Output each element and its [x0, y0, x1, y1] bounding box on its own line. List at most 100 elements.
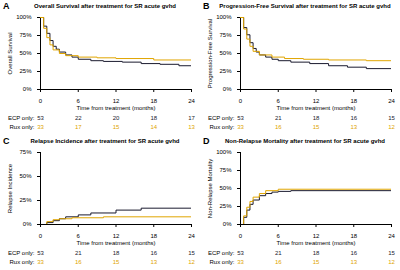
svg-text:50%: 50% — [19, 173, 32, 179]
svg-text:18: 18 — [350, 233, 357, 239]
svg-text:15: 15 — [113, 259, 120, 265]
svg-text:16: 16 — [75, 259, 82, 265]
svg-text:20: 20 — [113, 115, 120, 121]
svg-text:25%: 25% — [19, 197, 32, 203]
svg-text:ECP only:: ECP only: — [8, 250, 35, 256]
svg-text:53: 53 — [37, 115, 44, 121]
svg-text:50%: 50% — [219, 185, 232, 191]
svg-text:ECP only:: ECP only: — [8, 115, 35, 121]
svg-text:6: 6 — [277, 98, 281, 104]
svg-text:25%: 25% — [219, 68, 232, 74]
svg-text:Time from treatment (months): Time from treatment (months) — [276, 240, 355, 246]
svg-text:Progression-Free Survival: Progression-Free Survival — [207, 19, 213, 88]
svg-text:Rux only:: Rux only: — [209, 124, 234, 130]
svg-text:100%: 100% — [16, 14, 32, 20]
svg-text:15: 15 — [113, 124, 120, 130]
svg-text:15: 15 — [188, 250, 195, 256]
svg-text:25%: 25% — [19, 68, 32, 74]
svg-text:12: 12 — [388, 124, 395, 130]
svg-text:15: 15 — [313, 259, 320, 265]
svg-text:6: 6 — [277, 233, 281, 239]
svg-text:33: 33 — [237, 124, 244, 130]
svg-text:24: 24 — [188, 98, 195, 104]
svg-text:0%: 0% — [223, 86, 232, 92]
svg-text:0: 0 — [239, 233, 243, 239]
svg-text:33: 33 — [37, 124, 44, 130]
html-text:B: B — [203, 1, 210, 11]
svg-text:33: 33 — [237, 259, 244, 265]
svg-text:25%: 25% — [219, 203, 232, 209]
svg-text:16: 16 — [350, 250, 357, 256]
svg-text:Overall Survival: Overall Survival — [7, 32, 13, 74]
svg-text:ECP only:: ECP only: — [208, 115, 235, 121]
svg-text:100%: 100% — [216, 149, 232, 155]
svg-text:75%: 75% — [219, 32, 232, 38]
svg-text:12: 12 — [388, 259, 395, 265]
svg-text:15: 15 — [388, 250, 395, 256]
svg-text:18: 18 — [150, 233, 157, 239]
svg-text:12: 12 — [113, 233, 120, 239]
svg-text:13: 13 — [188, 124, 195, 130]
svg-text:12: 12 — [313, 98, 320, 104]
svg-text:75%: 75% — [19, 149, 32, 155]
svg-text:12: 12 — [188, 259, 195, 265]
svg-text:0%: 0% — [223, 221, 232, 227]
svg-text:18: 18 — [113, 250, 120, 256]
svg-text:100%: 100% — [216, 14, 232, 20]
svg-text:21: 21 — [275, 250, 282, 256]
svg-text:50%: 50% — [19, 50, 32, 56]
html-text:Overall Survival after treatme: Overall Survival after treatment for SR … — [34, 3, 176, 9]
html-text:A: A — [3, 1, 10, 11]
svg-text:14: 14 — [150, 124, 157, 130]
svg-text:18: 18 — [150, 98, 157, 104]
svg-text:33: 33 — [37, 259, 44, 265]
svg-text:50%: 50% — [219, 50, 232, 56]
svg-text:Relapse Incidence: Relapse Incidence — [7, 163, 13, 213]
svg-text:Rux only:: Rux only: — [9, 124, 34, 130]
svg-text:22: 22 — [75, 115, 82, 121]
svg-text:Time from treatment (months): Time from treatment (months) — [76, 105, 155, 111]
svg-text:75%: 75% — [19, 32, 32, 38]
svg-text:16: 16 — [275, 124, 282, 130]
svg-text:17: 17 — [75, 124, 82, 130]
svg-text:0%: 0% — [23, 86, 32, 92]
svg-text:24: 24 — [188, 233, 195, 239]
svg-text:18: 18 — [313, 250, 320, 256]
svg-text:15: 15 — [313, 124, 320, 130]
svg-text:6: 6 — [77, 233, 81, 239]
svg-text:Non-Relapse Mortality: Non-Relapse Mortality — [207, 159, 213, 218]
svg-text:0: 0 — [239, 98, 243, 104]
svg-text:0: 0 — [39, 233, 43, 239]
svg-text:Time from treatment (months): Time from treatment (months) — [76, 240, 155, 246]
svg-text:18: 18 — [150, 115, 157, 121]
svg-text:53: 53 — [37, 250, 44, 256]
svg-text:Time from treatment (months): Time from treatment (months) — [276, 105, 355, 111]
svg-text:16: 16 — [150, 250, 157, 256]
html-text:D: D — [203, 136, 210, 146]
svg-text:15: 15 — [388, 115, 395, 121]
svg-text:12: 12 — [313, 233, 320, 239]
svg-text:0%: 0% — [23, 221, 32, 227]
svg-text:13: 13 — [150, 259, 157, 265]
svg-text:16: 16 — [275, 259, 282, 265]
svg-text:75%: 75% — [219, 167, 232, 173]
svg-text:17: 17 — [188, 115, 195, 121]
svg-text:0: 0 — [39, 98, 43, 104]
svg-text:ECP only:: ECP only: — [208, 250, 235, 256]
svg-text:24: 24 — [388, 98, 395, 104]
svg-text:13: 13 — [350, 124, 357, 130]
html-text:C: C — [3, 136, 10, 146]
svg-text:18: 18 — [350, 98, 357, 104]
svg-text:21: 21 — [275, 115, 282, 121]
svg-text:12: 12 — [113, 98, 120, 104]
svg-text:53: 53 — [237, 250, 244, 256]
svg-text:21: 21 — [75, 250, 82, 256]
svg-text:18: 18 — [313, 115, 320, 121]
svg-text:53: 53 — [237, 115, 244, 121]
svg-text:24: 24 — [388, 233, 395, 239]
svg-text:Rux only:: Rux only: — [209, 259, 234, 265]
svg-text:13: 13 — [350, 259, 357, 265]
svg-text:16: 16 — [350, 115, 357, 121]
svg-text:Rux only:: Rux only: — [9, 259, 34, 265]
svg-text:6: 6 — [77, 98, 81, 104]
